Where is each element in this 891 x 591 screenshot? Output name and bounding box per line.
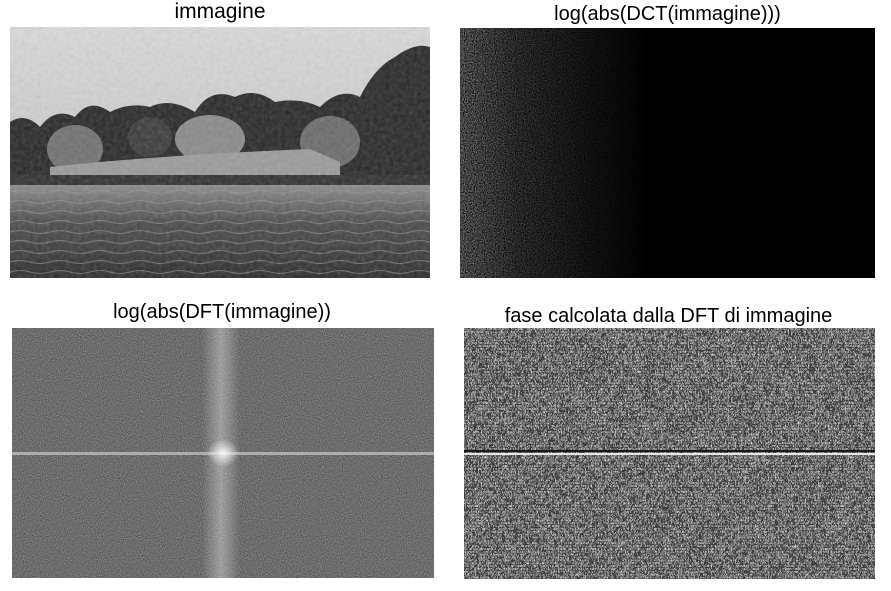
panel-title-dft: log(abs(DFT(immagine)) — [113, 301, 331, 323]
panel-title-image: immagine — [174, 0, 266, 23]
dft-phase-map — [464, 328, 875, 579]
panel-title-dct: log(abs(DCT(immagine))) — [554, 3, 781, 25]
panel-title-phase: fase calcolata dalla DFT di immagine — [504, 305, 833, 327]
dct-spectrum — [460, 28, 875, 278]
dft-magnitude-spectrum — [12, 328, 434, 578]
landscape-photo — [10, 27, 430, 278]
